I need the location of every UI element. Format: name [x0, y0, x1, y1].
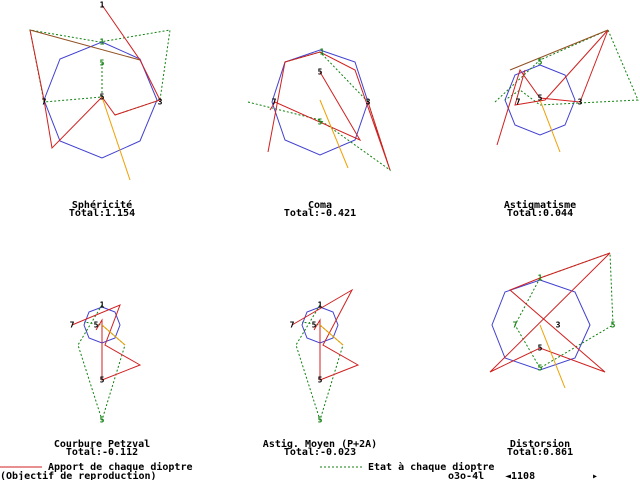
status-file: o3o-4l — [448, 471, 484, 480]
surface-marker: 1 — [538, 274, 543, 283]
surface-marker: 5 — [312, 321, 317, 330]
surface-marker: 3 — [366, 98, 371, 107]
surface-marker: 5 — [318, 118, 323, 127]
surface-marker: 3 — [556, 321, 561, 330]
plot-coma — [247, 49, 391, 172]
plot-petzval — [71, 304, 142, 422]
surface-marker: 5 — [538, 344, 543, 353]
status-arrow[interactable]: ▸ — [592, 471, 598, 480]
panel-title: Courbure Petzval — [54, 439, 150, 450]
panel-total: Total:-0.421 — [284, 208, 356, 219]
surface-marker: 5 — [100, 59, 105, 68]
panel-total: Total:-0.112 — [66, 447, 138, 458]
surface-marker: 7 — [513, 321, 518, 330]
surface-marker: 1 — [100, 38, 105, 47]
surface-marker: 7 — [70, 321, 75, 330]
surface-marker: 7 — [516, 98, 521, 107]
plot-astigmatism — [494, 29, 639, 153]
surface-marker: 7 — [272, 98, 277, 107]
surface-marker: 5 — [100, 376, 105, 385]
panel-total: Total:0.861 — [507, 447, 573, 458]
surface-marker: 5 — [318, 416, 323, 425]
panel-title: Sphéricité — [72, 199, 132, 211]
plot-spherical — [29, 4, 171, 181]
panel-total: Total:0.044 — [507, 208, 573, 219]
legend-contribution: Apport de chaque dioptre — [48, 461, 193, 473]
surface-marker: 5 — [94, 321, 99, 330]
surface-marker: 3 — [158, 98, 163, 107]
surface-marker: 5 — [100, 93, 105, 102]
status-system: (Objectif de reproduction) — [0, 470, 157, 480]
panel-title: Distorsion — [510, 438, 570, 450]
status-counter: ◄1108 — [505, 471, 535, 480]
legend-state: Etat à chaque dioptre — [368, 461, 494, 473]
surface-marker: 5 — [100, 416, 105, 425]
surface-marker: 5 — [318, 68, 323, 77]
panel-title: Astigmatisme — [504, 199, 576, 211]
panel-title: Coma — [308, 200, 332, 211]
surface-marker: 1 — [100, 301, 105, 310]
panel-total: Total:1.154 — [69, 208, 135, 219]
surface-marker: 1 — [100, 1, 105, 10]
plot-astig-mean — [291, 288, 360, 422]
plot-distortion — [489, 252, 614, 389]
surface-marker: 7 — [42, 98, 47, 107]
surface-marker: 1 — [318, 301, 323, 310]
surface-marker: 5 — [538, 364, 543, 373]
panel-total: Total:-0.023 — [284, 447, 356, 458]
panel-title: Astig. Moyen (P+2A) — [263, 438, 377, 450]
surface-marker: 1 — [320, 48, 325, 57]
surface-marker: 3 — [578, 98, 583, 107]
surface-marker: 5 — [538, 58, 543, 67]
surface-marker: 5 — [318, 376, 323, 385]
surface-marker: 7 — [290, 321, 295, 330]
surface-marker: 5 — [611, 321, 616, 330]
surface-marker: 5 — [538, 94, 543, 103]
